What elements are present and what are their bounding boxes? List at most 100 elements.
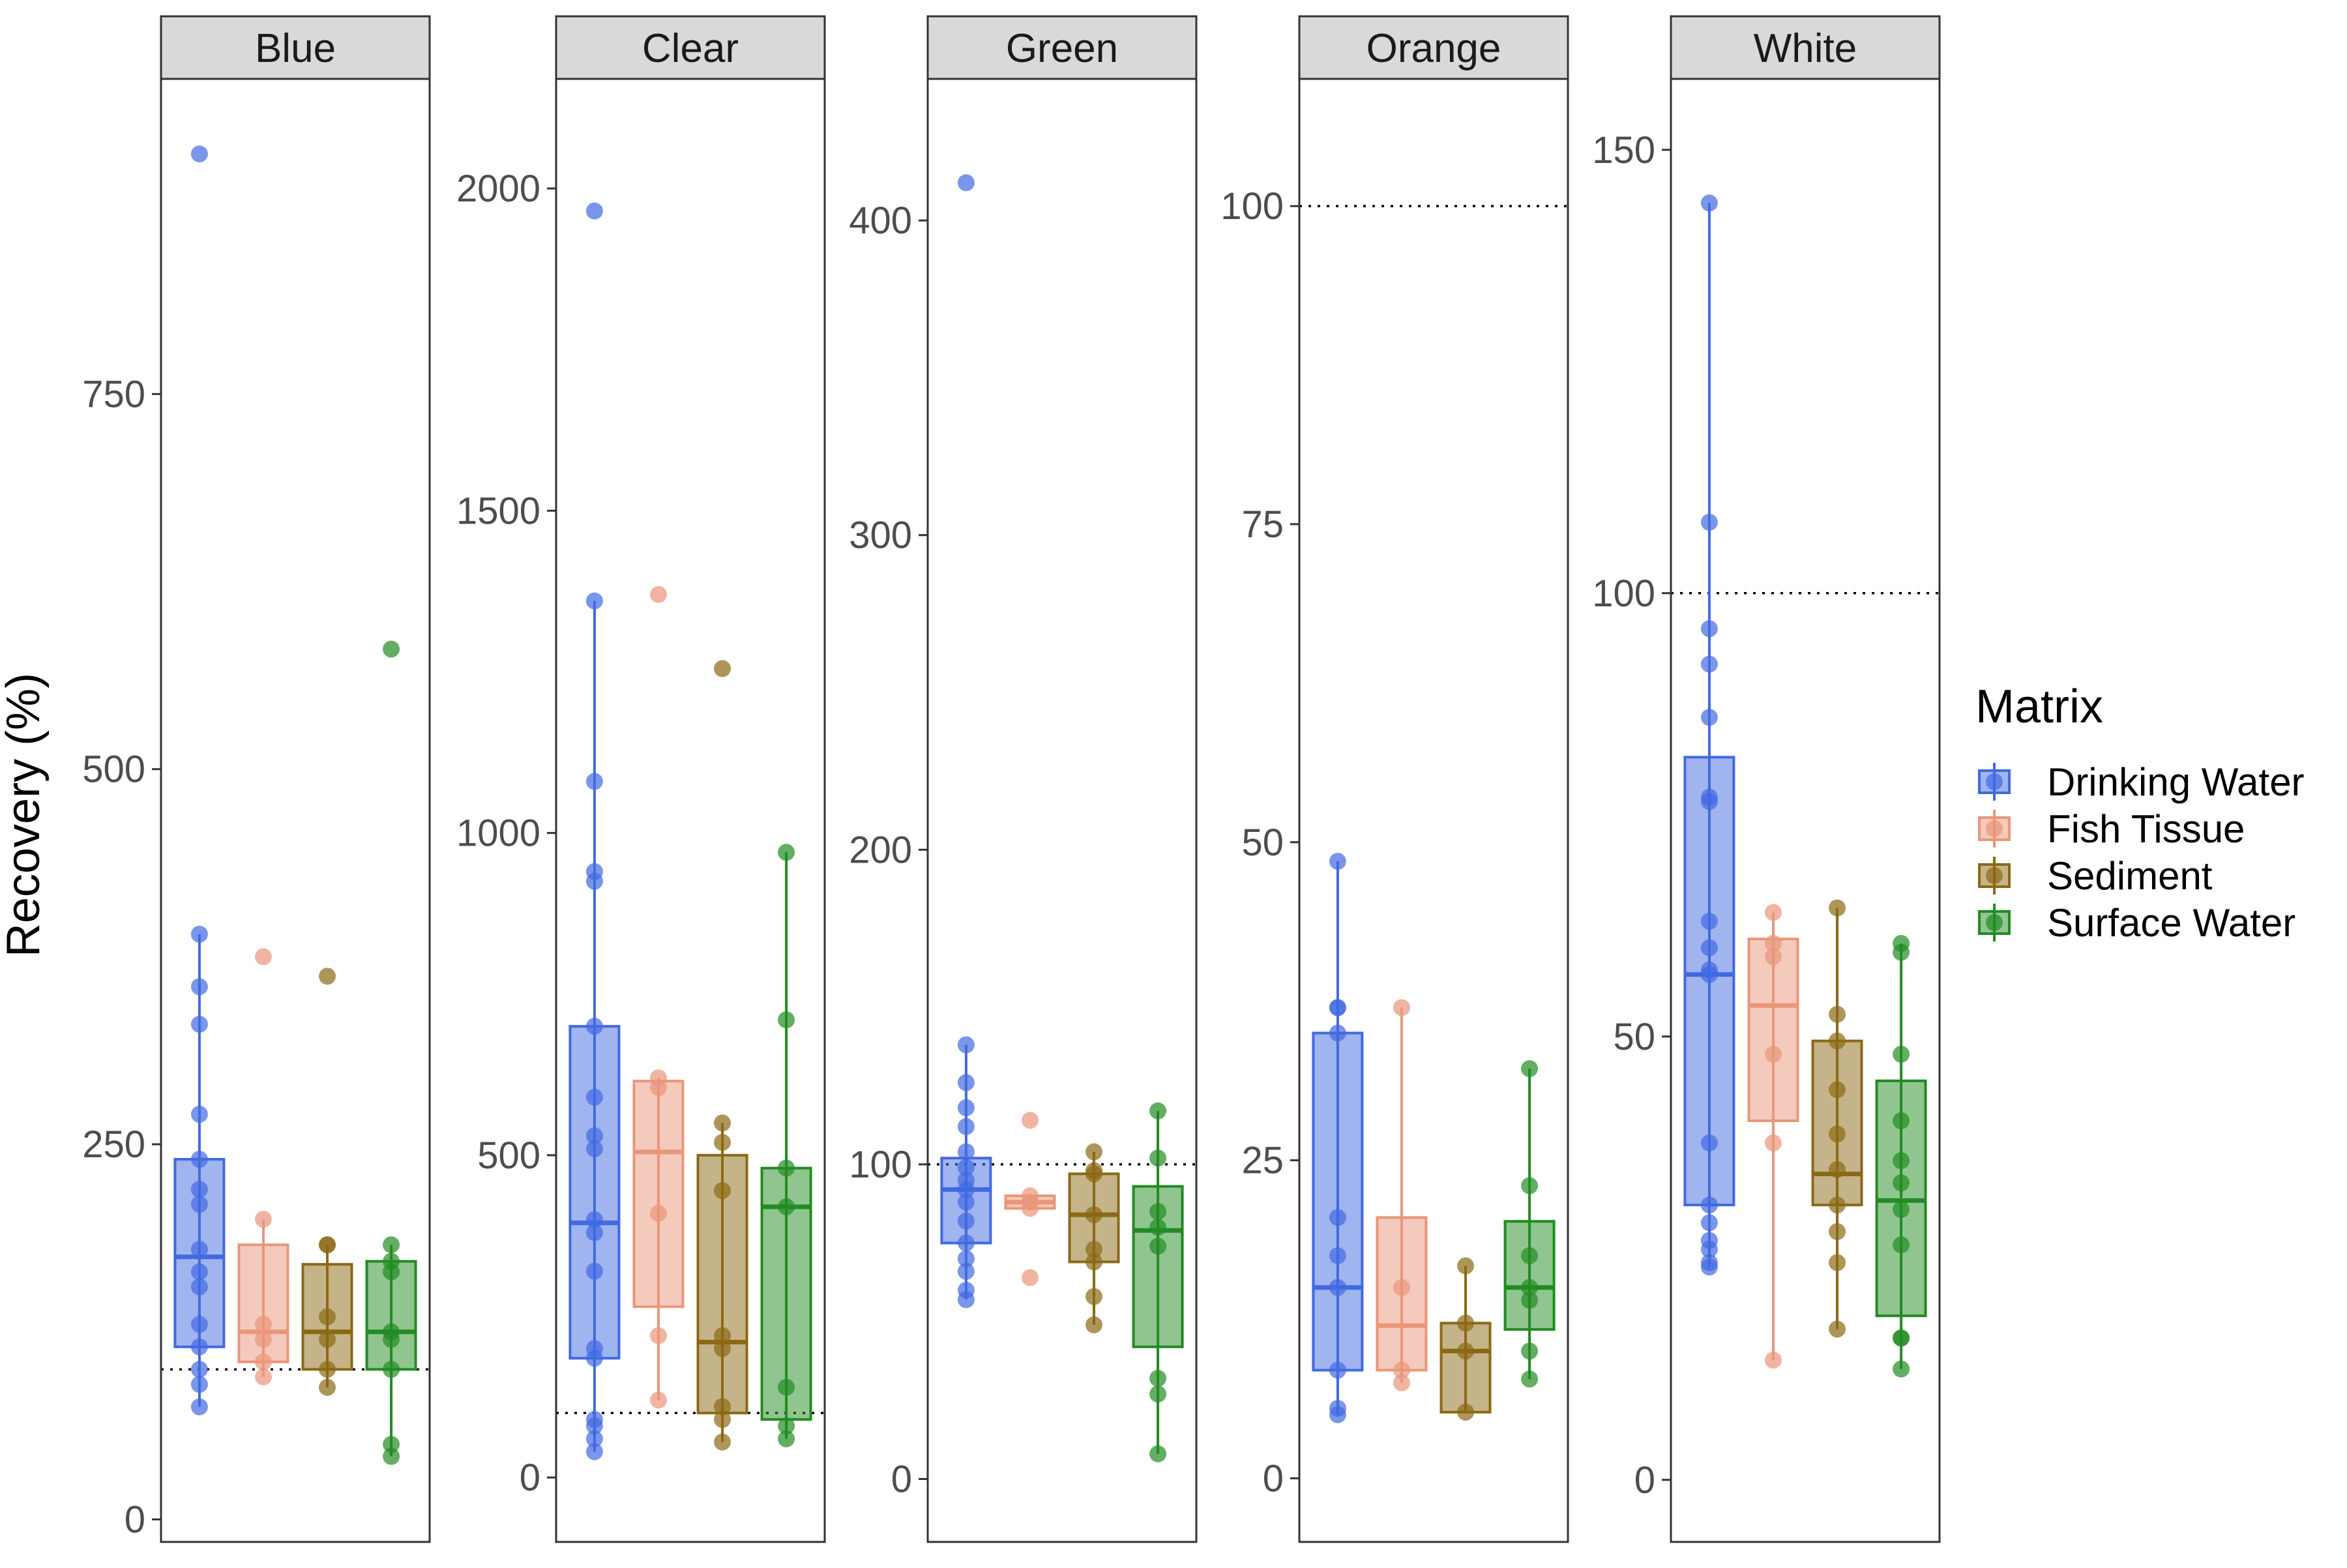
y-tick-label-white: 150 <box>1592 129 1655 171</box>
data-point <box>1021 1269 1039 1286</box>
box-group-blue-fish-tissue <box>237 948 289 1385</box>
data-point <box>1521 1292 1539 1309</box>
data-point <box>383 1447 400 1465</box>
data-point <box>585 1224 603 1241</box>
data-point <box>778 1378 795 1396</box>
y-tick-label-green: 400 <box>849 200 912 242</box>
panel-label-orange: Orange <box>1366 26 1501 71</box>
data-point <box>190 1376 208 1393</box>
data-point <box>1764 935 1782 952</box>
data-point <box>714 1411 731 1428</box>
data-point <box>1893 1152 1910 1170</box>
data-point <box>585 773 603 790</box>
box-group-white-surface-water <box>1875 935 1927 1378</box>
data-point <box>1829 1081 1846 1099</box>
data-point <box>1829 1223 1846 1240</box>
legend-item-drinking-water: Drinking Water <box>1978 760 2305 804</box>
data-point <box>1829 1125 1846 1143</box>
data-point <box>714 1134 731 1151</box>
data-point <box>319 1378 336 1396</box>
data-point <box>1829 899 1846 917</box>
panel-strip-clear <box>555 15 826 80</box>
y-tick-label-blue: 250 <box>82 1123 145 1166</box>
data-point <box>585 202 603 220</box>
data-point <box>585 1350 603 1367</box>
data-point <box>1700 1241 1718 1258</box>
data-point <box>778 844 795 861</box>
data-point <box>190 1316 208 1333</box>
y-tick-label-orange: 50 <box>1241 821 1284 864</box>
data-point <box>1893 1236 1910 1254</box>
data-point <box>319 1361 336 1378</box>
data-point <box>1329 1361 1346 1379</box>
data-point <box>1521 1279 1539 1296</box>
y-tick-label-orange: 0 <box>1263 1457 1284 1500</box>
legend-item-fish-tissue: Fish Tissue <box>1978 807 2245 851</box>
data-point <box>1329 1209 1346 1226</box>
panel-label-clear: Clear <box>642 26 739 71</box>
panel-border-green <box>926 78 1198 1543</box>
data-point <box>190 1361 208 1378</box>
data-point <box>714 1398 731 1415</box>
data-point <box>190 1106 208 1123</box>
box <box>632 1080 685 1309</box>
box-group-white-sediment <box>1811 899 1863 1338</box>
data-point <box>585 1018 603 1035</box>
data-point <box>957 1262 975 1280</box>
data-point <box>1829 1196 1846 1214</box>
y-tick-label-orange: 75 <box>1241 503 1284 546</box>
y-tick-label-white: 100 <box>1592 572 1655 615</box>
data-point <box>1393 999 1410 1016</box>
data-point <box>1393 1279 1410 1296</box>
data-point <box>957 1159 975 1176</box>
data-point <box>1829 1005 1846 1023</box>
panel-orange: Orange 0 25 50 75 100 <box>1220 15 1569 1543</box>
data-point <box>957 174 975 192</box>
data-point <box>1149 1149 1167 1167</box>
data-point <box>1829 1032 1846 1050</box>
box <box>568 1025 621 1360</box>
data-point <box>649 1204 667 1222</box>
y-tick-label-orange: 25 <box>1241 1140 1284 1182</box>
data-point <box>1829 1161 1846 1178</box>
box-group-orange-surface-water <box>1503 1060 1556 1388</box>
legend-key-point <box>1986 820 2003 837</box>
data-point <box>957 1099 975 1117</box>
box-group-clear-drinking-water <box>568 202 621 1460</box>
data-point <box>1700 966 1718 983</box>
data-point <box>957 1074 975 1091</box>
data-point <box>1149 1385 1167 1403</box>
panel-border-orange <box>1298 78 1569 1543</box>
data-point <box>1085 1253 1103 1271</box>
data-point <box>1329 1406 1346 1423</box>
data-point <box>1700 709 1718 726</box>
data-point <box>319 1308 336 1325</box>
data-point <box>778 1430 795 1447</box>
data-point <box>190 1263 208 1280</box>
y-tick-label-blue: 750 <box>82 373 145 415</box>
data-point <box>957 1250 975 1267</box>
data-point <box>585 872 603 890</box>
y-tick-label-blue: 0 <box>125 1498 145 1541</box>
data-point <box>1457 1403 1475 1421</box>
panel-green: Green 0 100 200 300 400 <box>849 15 1198 1543</box>
data-point <box>585 1140 603 1157</box>
box <box>1312 1031 1364 1372</box>
box-group-clear-surface-water <box>760 844 812 1447</box>
legend-title: Matrix <box>1975 681 2103 733</box>
data-point <box>714 1327 731 1344</box>
data-point <box>190 978 208 996</box>
box <box>1811 1039 1863 1207</box>
data-point <box>957 1234 975 1252</box>
data-point <box>1457 1257 1475 1275</box>
data-point <box>1149 1370 1167 1387</box>
box-group-white-fish-tissue <box>1747 904 1799 1369</box>
data-point <box>1764 1352 1782 1369</box>
data-point <box>1829 1320 1846 1338</box>
data-point <box>778 1198 795 1215</box>
box-group-blue-surface-water <box>365 640 417 1465</box>
y-axis-label: Recovery (%) <box>0 673 50 957</box>
legend-label: Sediment <box>2047 854 2213 898</box>
data-point <box>190 1338 208 1355</box>
